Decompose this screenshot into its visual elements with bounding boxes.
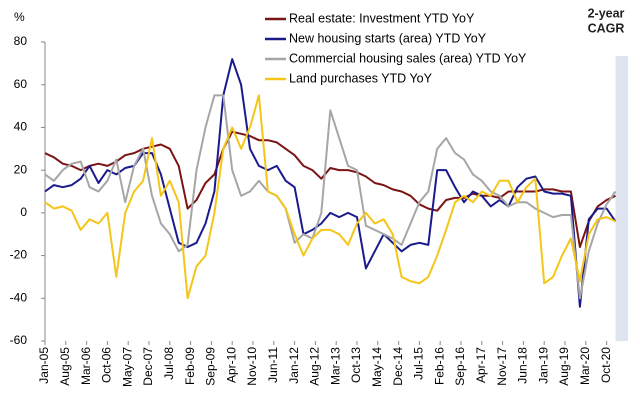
series-line	[44, 94, 617, 300]
x-tick-label: Apr-17	[474, 347, 488, 383]
x-tick-label: Apr-10	[224, 347, 238, 383]
annotation: CAGR	[588, 21, 625, 35]
legend-label: Land purchases YTD YoY	[289, 71, 433, 85]
x-tick-label: Aug-05	[58, 347, 72, 386]
x-tick-label: Mar-20	[578, 347, 592, 385]
shaded-region	[615, 56, 628, 341]
annotation: 2-year	[588, 6, 625, 20]
x-tick-label: Nov-17	[495, 347, 509, 386]
x-tick-label: Jun-11	[266, 347, 280, 383]
x-tick-label: Sep-09	[204, 347, 218, 386]
y-tick-label: -40	[10, 290, 28, 304]
x-tick-label: Aug-12	[308, 347, 322, 386]
legend-label: Real estate: Investment YTD YoY	[289, 11, 475, 25]
x-tick-label: Nov-10	[245, 347, 259, 386]
x-tick-label: Jul-15	[412, 347, 426, 380]
series-line	[44, 58, 617, 308]
y-tick-label: -60	[10, 333, 28, 347]
legend-label: New housing starts (area) YTD YoY	[289, 31, 487, 45]
x-tick-label: Feb-16	[432, 347, 446, 385]
x-tick-label: Sep-16	[453, 347, 467, 386]
x-tick-label: Aug-19	[557, 347, 571, 386]
x-tick-label: Jan-12	[287, 347, 301, 384]
x-tick-label: Oct-06	[100, 347, 114, 383]
y-tick-label: 40	[14, 120, 28, 134]
y-tick-label: -20	[10, 248, 28, 262]
x-tick-label: Dec-07	[141, 347, 155, 386]
y-axis-label: %	[14, 10, 25, 24]
x-tick-label: Mar-06	[79, 347, 93, 385]
y-tick-label: 20	[14, 162, 28, 176]
series-line	[44, 130, 616, 248]
legend: Real estate: Investment YTD YoY New housi…	[265, 11, 527, 85]
x-tick-label: Oct-20	[599, 347, 613, 383]
y-tick-label: 80	[14, 34, 28, 48]
x-tick-label: Feb-09	[183, 347, 197, 385]
y-tick-label: 60	[14, 77, 28, 91]
x-tick-label: May-14	[370, 347, 384, 387]
x-tick-label: Jun-18	[516, 347, 530, 384]
series-line	[44, 94, 616, 300]
x-tick-label: Dec-14	[391, 347, 405, 386]
x-tick-label: Oct-13	[349, 347, 363, 383]
legend-label: Commercial housing sales (area) YTD YoY	[289, 51, 527, 65]
x-tick-label: Jul-08	[162, 347, 176, 380]
x-tick-label: Jan-19	[536, 347, 550, 384]
x-tick-label: Mar-13	[328, 347, 342, 385]
x-tick-label: Jan-05	[37, 347, 51, 384]
y-tick-label: 0	[20, 205, 27, 219]
x-tick-label: May-07	[120, 347, 134, 387]
